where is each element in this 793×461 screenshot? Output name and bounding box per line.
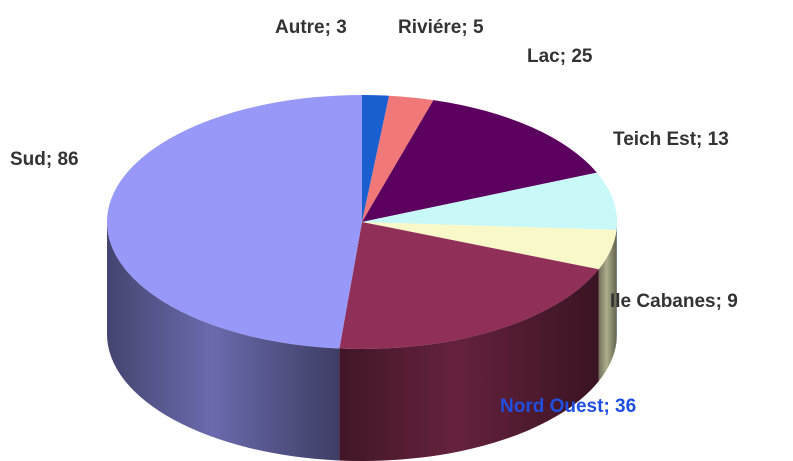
data-label: Sud; 86 bbox=[10, 149, 79, 170]
slice bbox=[362, 95, 434, 222]
data-label: Lac; 25 bbox=[527, 46, 593, 67]
slice bbox=[339, 222, 599, 349]
slice bbox=[362, 95, 390, 222]
slice bbox=[362, 172, 618, 230]
slice bbox=[362, 100, 597, 222]
data-label: Teich Est; 13 bbox=[613, 129, 729, 150]
side-shade bbox=[339, 269, 599, 461]
data-label: Autre; 3 bbox=[275, 17, 347, 38]
side-shade bbox=[107, 222, 340, 461]
data-label: Riviére; 5 bbox=[398, 17, 484, 38]
data-label: Ile Cabanes; 9 bbox=[610, 291, 738, 312]
side-shade bbox=[598, 229, 617, 382]
slice bbox=[106, 95, 362, 349]
data-label: Nord Ouest; 36 bbox=[500, 396, 636, 417]
slice bbox=[362, 222, 617, 270]
